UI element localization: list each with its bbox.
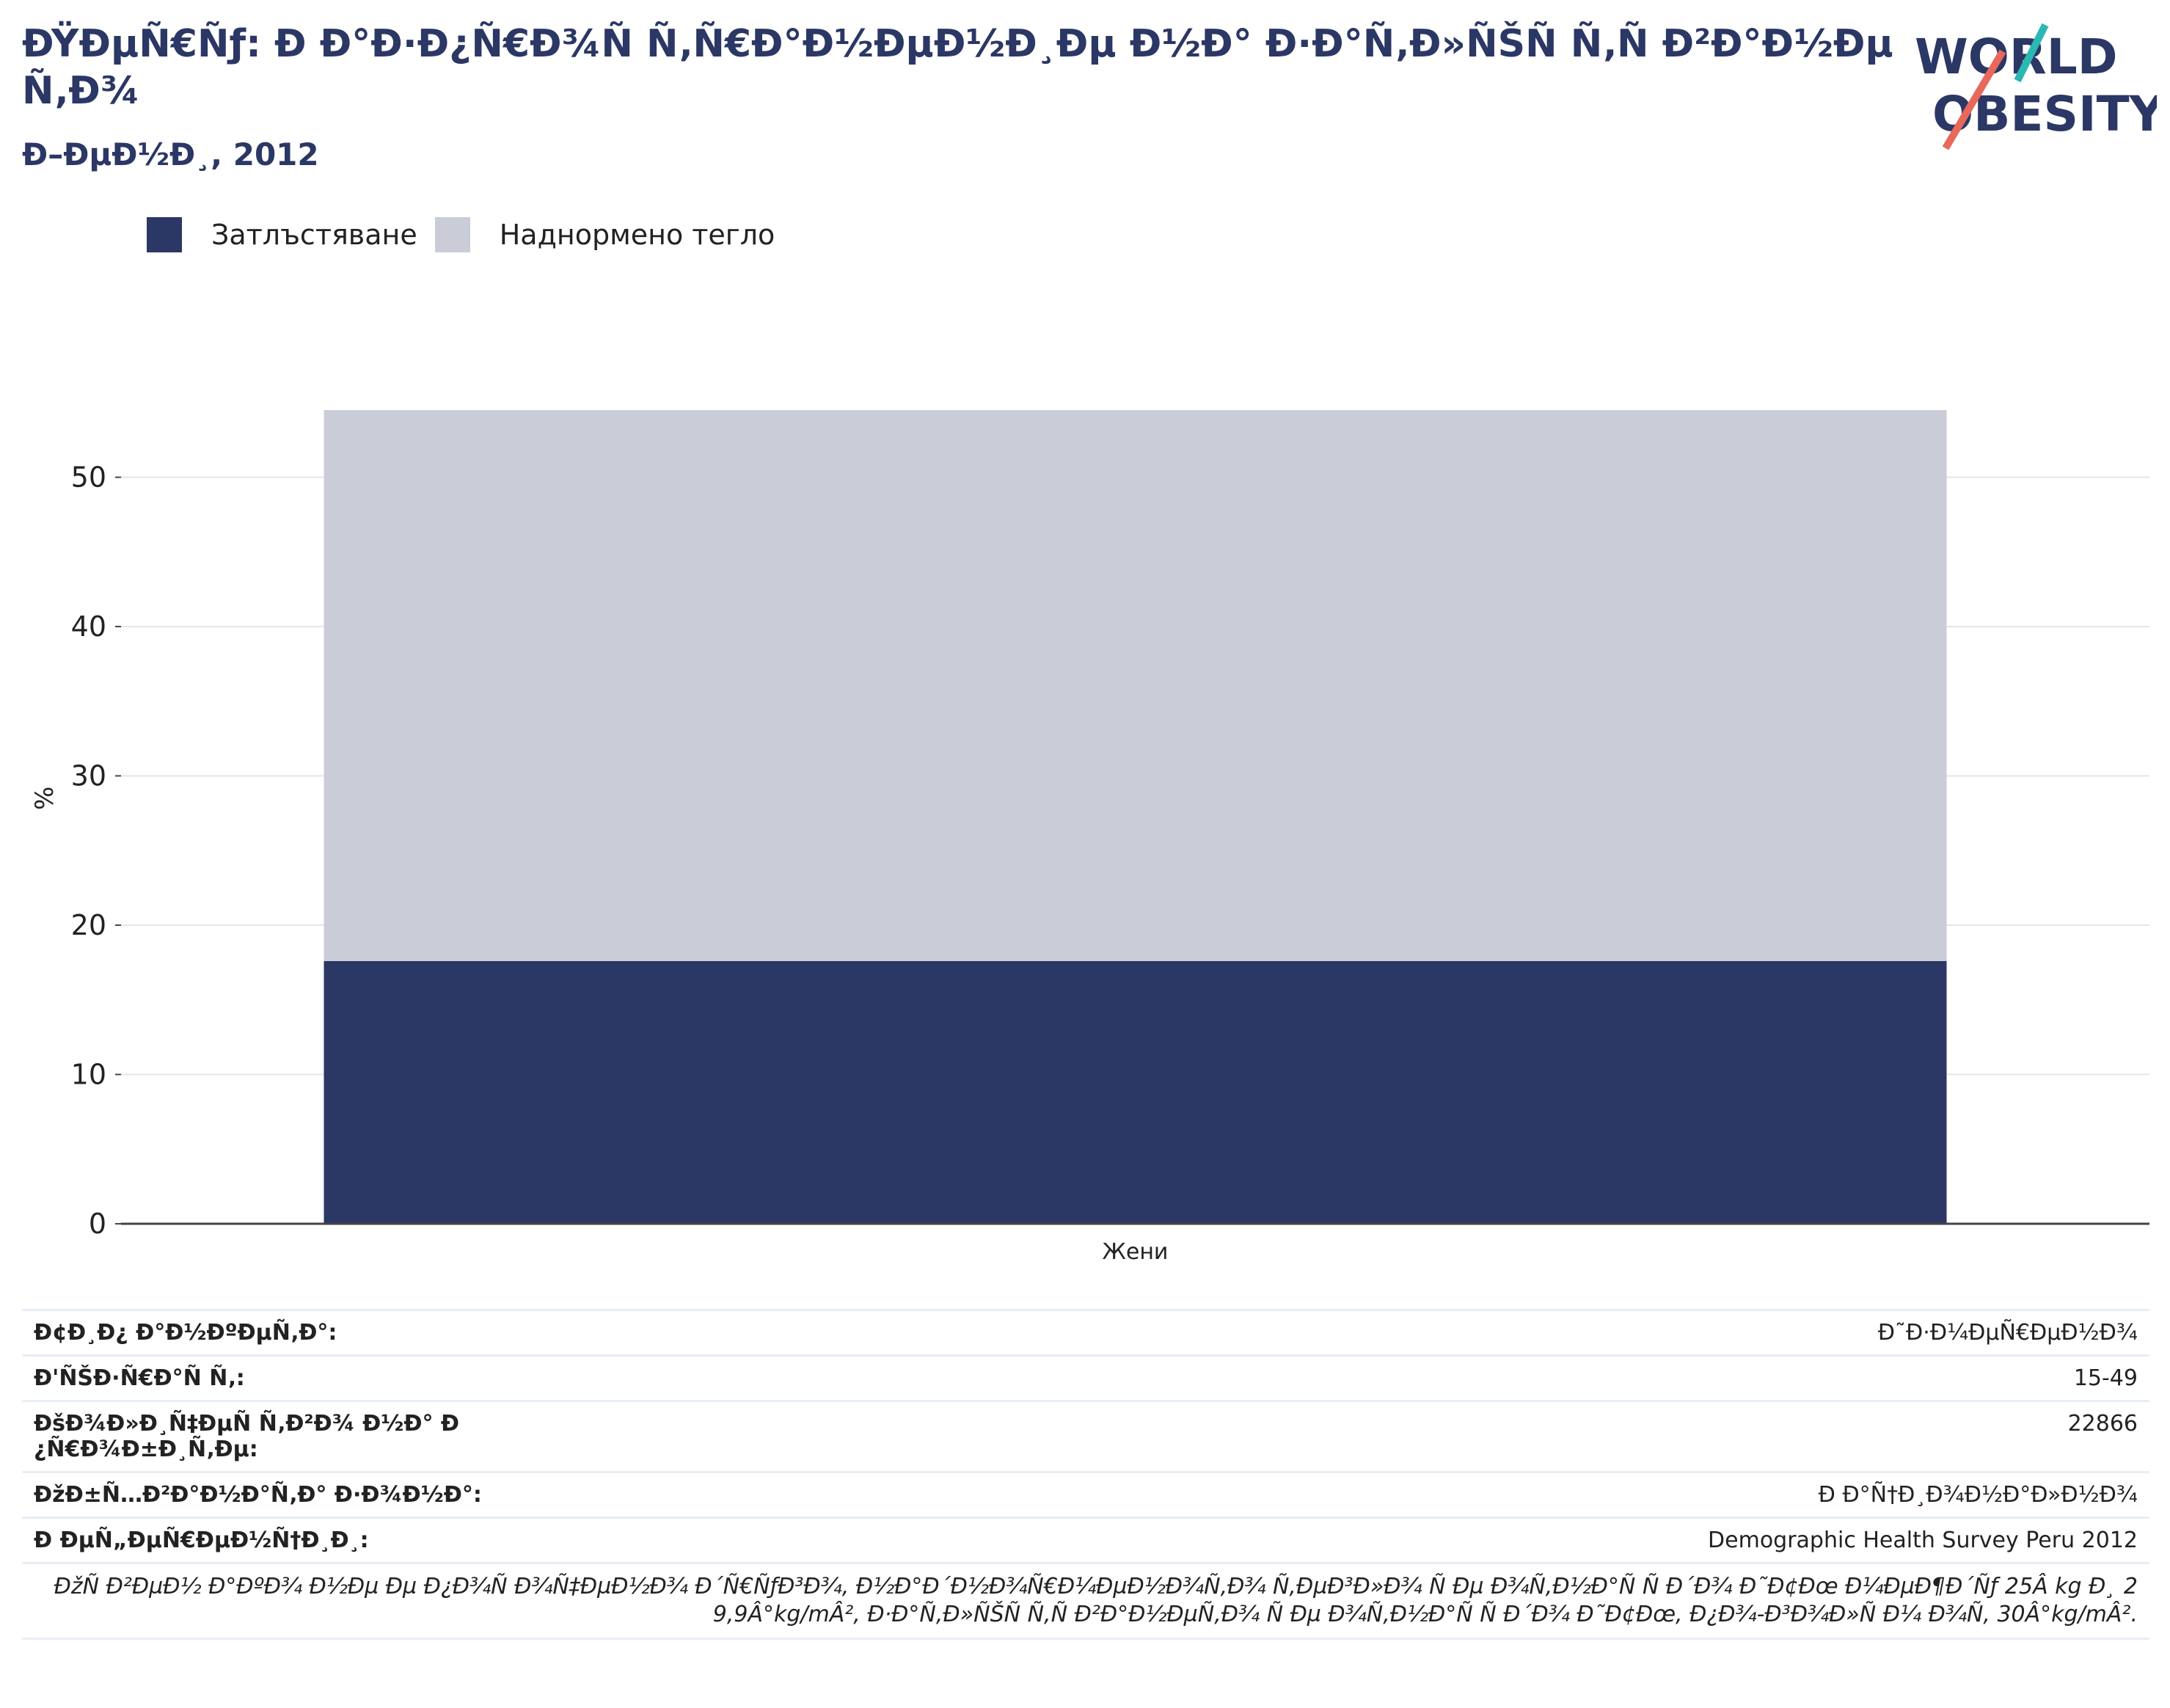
info-row: ÐžÐ±Ñ…Ð²Ð°Ð½Ð°Ñ‚Ð° Ð·Ð¾Ð½Ð°: Ð Ð°Ñ†Ð¸Ð¾Ð½… (22, 1471, 2149, 1518)
y-tick-label: 10 (71, 1059, 106, 1091)
info-key: ÐžÐ±Ñ…Ð²Ð°Ð½Ð°Ñ‚Ð° Ð·Ð¾Ð½Ð°: (22, 1471, 500, 1518)
info-key: Ð¢Ð¸Ð¿ Ð°Ð½ÐºÐµÑ‚Ð°: (22, 1309, 500, 1356)
info-value: 22866 (500, 1400, 2149, 1472)
info-key: ÐšÐ¾Ð»Ð¸Ñ‡ÐµÑ Ñ‚Ð²Ð¾ Ð½Ð° Ð¿Ñ€Ð¾Ð±Ð¸Ñ‚Ðµ… (22, 1400, 500, 1472)
info-note-row: ÐžÑ Ð²ÐµÐ½ Ð°ÐºÐ¾ Ð½Ðµ Ðµ Ð¿Ð¾Ñ Ð¾Ñ‡ÐµÐ½… (22, 1562, 2149, 1640)
x-category-label: Жени (1103, 1239, 1169, 1265)
info-value: Ð˜Ð·Ð¼ÐµÑ€ÐµÐ½Ð¾ (500, 1309, 2149, 1356)
info-row: Ð'ÑŠÐ·Ñ€Ð°Ñ Ñ‚: 15-49 (22, 1354, 2149, 1401)
legend-item-obesity[interactable]: Затлъстяване (147, 217, 417, 252)
survey-info-table: Ð¢Ð¸Ð¿ Ð°Ð½ÐºÐµÑ‚Ð°: Ð˜Ð·Ð¼ÐµÑ€ÐµÐ½Ð¾ Ð'ÑŠ… (22, 1309, 2149, 1640)
bars (324, 409, 1947, 1224)
info-key: Ð ÐµÑ„ÐµÑ€ÐµÐ½Ñ†Ð¸Ð¸: (22, 1517, 500, 1563)
y-tick-label: 20 (71, 909, 106, 941)
legend-swatch-obesity (147, 217, 182, 252)
legend-swatch-overweight (434, 217, 470, 252)
info-row: ÐšÐ¾Ð»Ð¸Ñ‡ÐµÑ Ñ‚Ð²Ð¾ Ð½Ð° Ð¿Ñ€Ð¾Ð±Ð¸Ñ‚Ðµ… (22, 1400, 2149, 1472)
logo-slash-teal (2014, 23, 2049, 83)
bar-chart: 0 10 20 30 40 50 Жени % (30, 409, 2149, 1265)
info-row: Ð ÐµÑ„ÐµÑ€ÐµÐ½Ñ†Ð¸Ð¸: Demographic Health … (22, 1517, 2149, 1563)
y-tick-label: 50 (71, 461, 106, 494)
info-value: Demographic Health Survey Peru 2012 (500, 1517, 2149, 1563)
chart-title: ÐŸÐµÑ€Ñƒ: Ð Ð°Ð·Ð¿Ñ€Ð¾Ñ Ñ‚Ñ€Ð°Ð½ÐµÐ½Ð¸Ðµ… (22, 22, 1893, 113)
world-obesity-logo: WORLD OBESITY (1915, 23, 2157, 150)
bar-segment-obesity[interactable] (324, 960, 1947, 1224)
logo-slash-red (1942, 49, 2006, 150)
legend-item-overweight[interactable]: Наднормено тегло (434, 217, 775, 252)
info-row: Ð¢Ð¸Ð¿ Ð°Ð½ÐºÐµÑ‚Ð°: Ð˜Ð·Ð¼ÐµÑ€ÐµÐ½Ð¾ (22, 1309, 2149, 1356)
y-tick-label: 30 (71, 760, 106, 792)
legend-label-obesity: Затлъстяване (211, 219, 417, 251)
legend-label-overweight: Наднормено тегло (499, 219, 775, 251)
info-value: Ð Ð°Ñ†Ð¸Ð¾Ð½Ð°Ð»Ð½Ð¾ (500, 1471, 2149, 1518)
axes: 0 10 20 30 40 50 Жени (71, 461, 2149, 1265)
bar-segment-overweight[interactable] (324, 409, 1947, 961)
y-axis-label: % (30, 787, 59, 810)
info-note: ÐžÑ Ð²ÐµÐ½ Ð°ÐºÐ¾ Ð½Ðµ Ðµ Ð¿Ð¾Ñ Ð¾Ñ‡ÐµÐ½… (22, 1562, 2149, 1640)
y-tick-label: 0 (89, 1208, 106, 1240)
info-value: 15-49 (500, 1354, 2149, 1401)
y-tick-label: 40 (71, 610, 106, 643)
chart-subtitle: Ð–ÐµÐ½Ð¸, 2012 (22, 136, 319, 172)
info-key: Ð'ÑŠÐ·Ñ€Ð°Ñ Ñ‚: (22, 1354, 500, 1401)
chart-legend: Затлъстяване Наднормено тегло (147, 217, 792, 252)
